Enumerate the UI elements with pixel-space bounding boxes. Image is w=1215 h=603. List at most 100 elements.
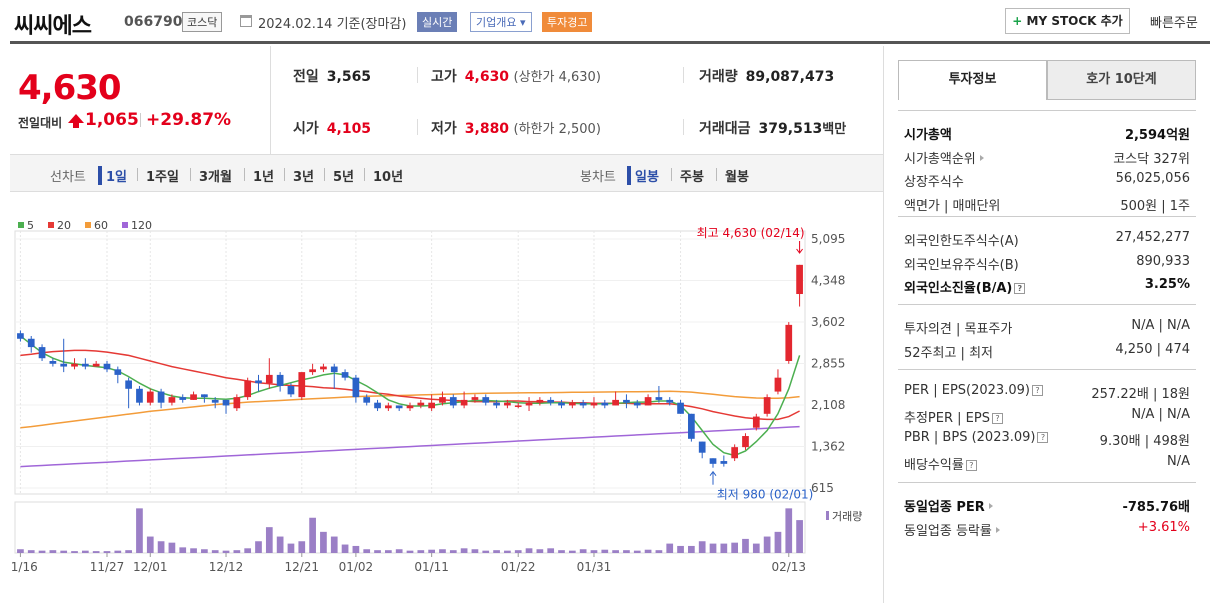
- volume-bar: [590, 550, 598, 553]
- investment-warning-badge[interactable]: 투자경고: [542, 12, 593, 32]
- volume-bar: [60, 550, 68, 553]
- candle-body: [341, 372, 349, 378]
- volume-bar: [244, 548, 252, 553]
- candle-body: [579, 402, 587, 406]
- info-row[interactable]: 시가총액순위 코스닥 327위: [904, 148, 1190, 167]
- candle-body: [363, 397, 371, 403]
- candle-body: [493, 402, 500, 406]
- tab-candle-monthly[interactable]: 월봉: [725, 170, 749, 185]
- volume-bar: [579, 549, 587, 553]
- volume-bar: [92, 551, 100, 553]
- tab-quote-10[interactable]: 호가 10단계: [1047, 60, 1196, 100]
- arrow-right-icon[interactable]: [988, 503, 993, 509]
- candle-body: [71, 363, 78, 367]
- volume-bar: [471, 549, 479, 553]
- candle-body: [666, 399, 674, 403]
- tab-line-10y[interactable]: 10년: [373, 170, 404, 185]
- divider: [417, 119, 418, 135]
- y-tick-label: 2,108: [811, 398, 845, 412]
- candle-body: [731, 447, 739, 459]
- volume-bar: [49, 550, 57, 553]
- volume-bar: [504, 550, 511, 553]
- tab-candle-weekly[interactable]: 주봉: [680, 170, 704, 185]
- candle-body: [644, 397, 652, 406]
- tab-line-1y[interactable]: 1년: [253, 170, 275, 185]
- info-row-label: 외국인소진율(B/A)?: [904, 277, 1026, 296]
- info-row[interactable]: 동일업종 등락률 +3.61%: [904, 520, 1190, 539]
- candle-body: [201, 394, 208, 398]
- candle-body: [439, 397, 446, 403]
- tab-line-3m[interactable]: 3개월: [199, 170, 232, 185]
- tab-investment-info[interactable]: 투자정보: [898, 60, 1047, 100]
- tab-line-1w[interactable]: 1주일: [146, 170, 179, 185]
- volume-bar: [547, 548, 555, 553]
- candle-body: [428, 402, 435, 409]
- y-tick-label: 4,348: [811, 274, 845, 288]
- info-row[interactable]: 외국인소진율(B/A)? 3.25%: [904, 277, 1190, 296]
- tab-candle-daily[interactable]: 일봉: [627, 166, 659, 185]
- info-row[interactable]: PER | EPS(2023.09)? 257.22배 | 18원: [904, 383, 1190, 402]
- volume-bar: [320, 531, 327, 553]
- help-icon[interactable]: ?: [991, 412, 1003, 424]
- divider: [364, 168, 365, 181]
- add-mystock-label: MY STOCK 추가: [1026, 14, 1123, 28]
- candle-body: [590, 402, 598, 406]
- price-chart[interactable]: 5,095 4,348 3,602 2,855 2,108 1,362 615 5 20 60 12…: [3, 192, 883, 603]
- add-mystock-button[interactable]: + MY STOCK 추가: [1005, 8, 1130, 34]
- candle-body: [417, 402, 425, 406]
- section-divider: [898, 369, 1196, 370]
- realtime-button[interactable]: 실시간: [417, 12, 458, 32]
- low-stat: 저가 3,880 (하한가 2,500): [431, 121, 601, 137]
- divider: [244, 168, 245, 181]
- info-row-label: 시가총액: [904, 128, 952, 143]
- candlestick-chart[interactable]: 5,095 4,348 3,602 2,855 2,108 1,362 615 5 20 60 12…: [3, 192, 883, 603]
- tab-line-5y[interactable]: 5년: [333, 170, 355, 185]
- candle-body: [504, 402, 511, 406]
- x-tick-label: 01/31: [577, 560, 612, 574]
- help-icon[interactable]: ?: [965, 459, 977, 471]
- volume-bar: [27, 550, 35, 553]
- candle-body: [103, 363, 111, 370]
- stock-code: 066790: [124, 14, 183, 30]
- volume-bar: [633, 550, 641, 553]
- volume-bar: [363, 549, 371, 553]
- volume-bar: [763, 536, 771, 553]
- open-stat: 시가 4,105: [293, 121, 372, 137]
- quick-order-link[interactable]: 빠른주문: [1150, 16, 1198, 31]
- volume-bar: [309, 517, 316, 553]
- y-tick-label: 3,602: [811, 315, 845, 329]
- volume-bar: [385, 550, 392, 553]
- help-icon[interactable]: ?: [1014, 283, 1026, 294]
- volume-bar: [222, 550, 230, 553]
- info-row[interactable]: 동일업종 PER -785.76배: [904, 496, 1190, 515]
- company-overview-dropdown[interactable]: 기업개요 ▾: [470, 12, 532, 32]
- amount-stat: 거래대금 379,513백만: [699, 121, 847, 137]
- tab-line-3y[interactable]: 3년: [293, 170, 315, 185]
- info-row[interactable]: PBR | BPS (2023.09)? 9.30배 | 498원: [904, 430, 1190, 449]
- tab-line-1d[interactable]: 1일: [98, 166, 127, 185]
- arrow-right-icon[interactable]: [979, 154, 984, 161]
- volume-bar: [796, 520, 803, 553]
- candle-body: [276, 374, 284, 387]
- plus-icon: +: [1012, 14, 1023, 28]
- volume-bar: [623, 550, 630, 553]
- chart-period-tabs: 선차트 1일 1주일 3개월 1년 3년 5년 10년 봉차트 일봉 주봉 월봉: [10, 154, 883, 192]
- candle-body: [60, 363, 68, 367]
- info-row[interactable]: 배당수익률? N/A: [904, 454, 1190, 473]
- candle-body: [136, 388, 143, 403]
- info-row-value: 4,250 | 474: [1115, 341, 1190, 357]
- help-icon[interactable]: ?: [1031, 385, 1043, 396]
- candle-body: [244, 380, 252, 398]
- help-icon[interactable]: ?: [1037, 432, 1049, 443]
- candle-body: [547, 399, 555, 403]
- info-row: 외국인한도주식수(A) 27,452,277: [904, 230, 1190, 249]
- volume-bar: [201, 549, 208, 553]
- arrow-right-icon[interactable]: [995, 526, 1000, 533]
- x-tick-label: 12/21: [284, 560, 319, 574]
- info-row[interactable]: 추정PER | EPS? N/A | N/A: [904, 407, 1190, 426]
- candle-body: [720, 461, 728, 464]
- candle-body: [114, 369, 122, 375]
- y-tick-label: 5,095: [811, 232, 845, 246]
- candle-body: [655, 397, 663, 400]
- divider: [716, 168, 717, 181]
